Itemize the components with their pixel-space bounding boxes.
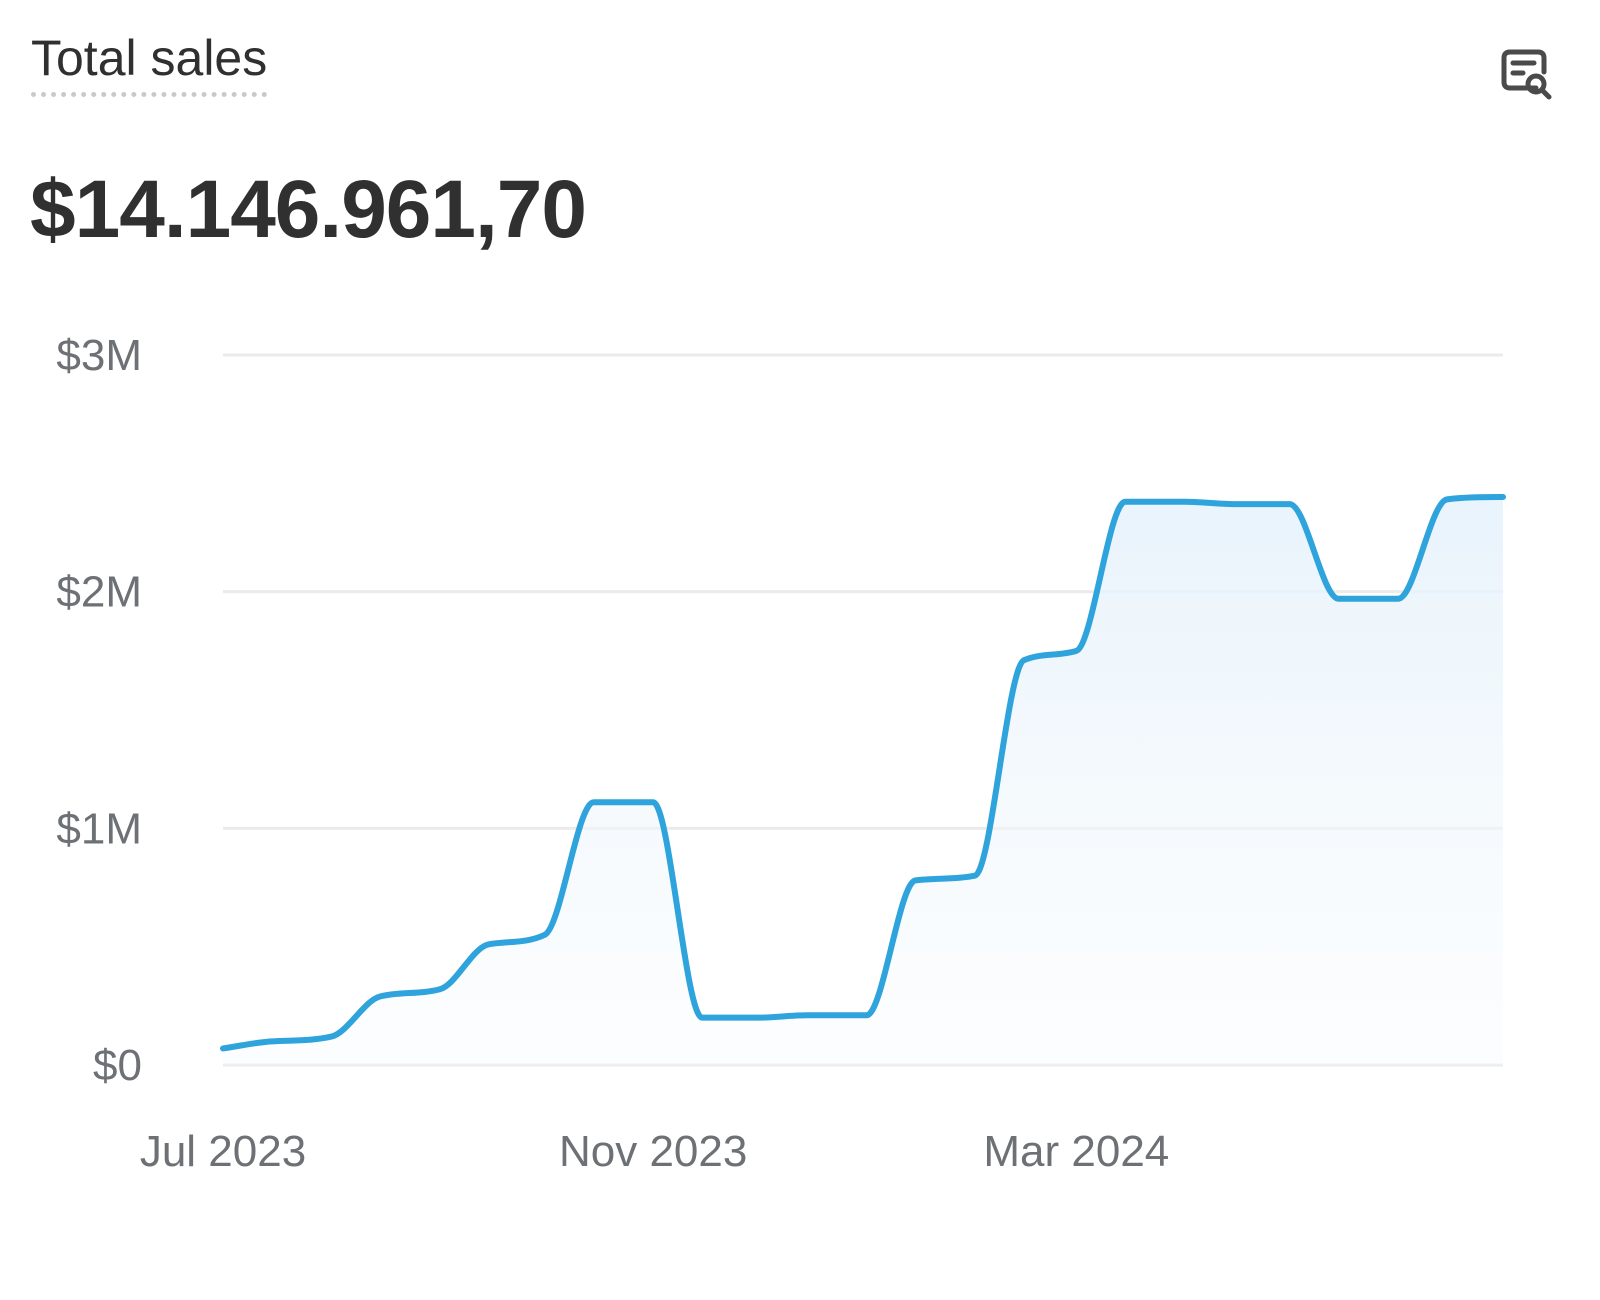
x-tick-label: Mar 2024 bbox=[983, 1127, 1169, 1176]
data-point bbox=[1443, 495, 1451, 503]
data-point bbox=[268, 1037, 276, 1045]
total-sales-value: $14.146.961,70 bbox=[30, 164, 587, 255]
x-tick-label: Nov 2023 bbox=[559, 1127, 747, 1176]
y-tick-label: $1M bbox=[56, 804, 142, 853]
y-tick-label: $0 bbox=[93, 1041, 142, 1090]
data-point bbox=[376, 992, 384, 1000]
data-point bbox=[911, 876, 919, 884]
data-point bbox=[1121, 498, 1129, 506]
data-point bbox=[971, 872, 979, 880]
y-tick-label: $2M bbox=[56, 568, 142, 617]
data-point bbox=[698, 1014, 706, 1022]
data-point bbox=[1181, 498, 1189, 506]
y-axis-labels: $0 $1M $2M $3M bbox=[56, 331, 142, 1090]
data-point bbox=[1394, 595, 1402, 603]
report-search-icon bbox=[1501, 49, 1552, 100]
data-point bbox=[590, 798, 598, 806]
explore-report-button[interactable] bbox=[1490, 42, 1560, 112]
data-point bbox=[1072, 647, 1080, 655]
data-point bbox=[1335, 595, 1343, 603]
sales-chart-svg: $0 $1M $2M $3M Jul 2023 Nov 2023 Mar 2024 bbox=[56, 331, 1507, 1176]
y-tick-label: $3M bbox=[56, 331, 142, 380]
data-point bbox=[803, 1011, 811, 1019]
x-axis-labels: Jul 2023 Nov 2023 Mar 2024 bbox=[140, 1127, 1169, 1176]
data-point bbox=[485, 940, 493, 948]
sales-chart: $0 $1M $2M $3M Jul 2023 Nov 2023 Mar 2024 bbox=[0, 300, 1600, 1230]
data-point bbox=[1020, 656, 1028, 664]
data-point bbox=[862, 1011, 870, 1019]
data-point bbox=[754, 1014, 762, 1022]
data-point bbox=[649, 798, 657, 806]
data-point bbox=[219, 1044, 227, 1052]
data-point bbox=[1230, 500, 1238, 508]
sales-area bbox=[223, 497, 1503, 1065]
data-point bbox=[436, 985, 444, 993]
data-point bbox=[541, 931, 549, 939]
data-point bbox=[1499, 493, 1507, 501]
chart-title[interactable]: Total sales bbox=[31, 30, 268, 97]
x-tick-label: Jul 2023 bbox=[140, 1127, 306, 1176]
data-point bbox=[327, 1033, 335, 1041]
data-point bbox=[1286, 500, 1294, 508]
sales-line bbox=[220, 494, 1506, 1052]
